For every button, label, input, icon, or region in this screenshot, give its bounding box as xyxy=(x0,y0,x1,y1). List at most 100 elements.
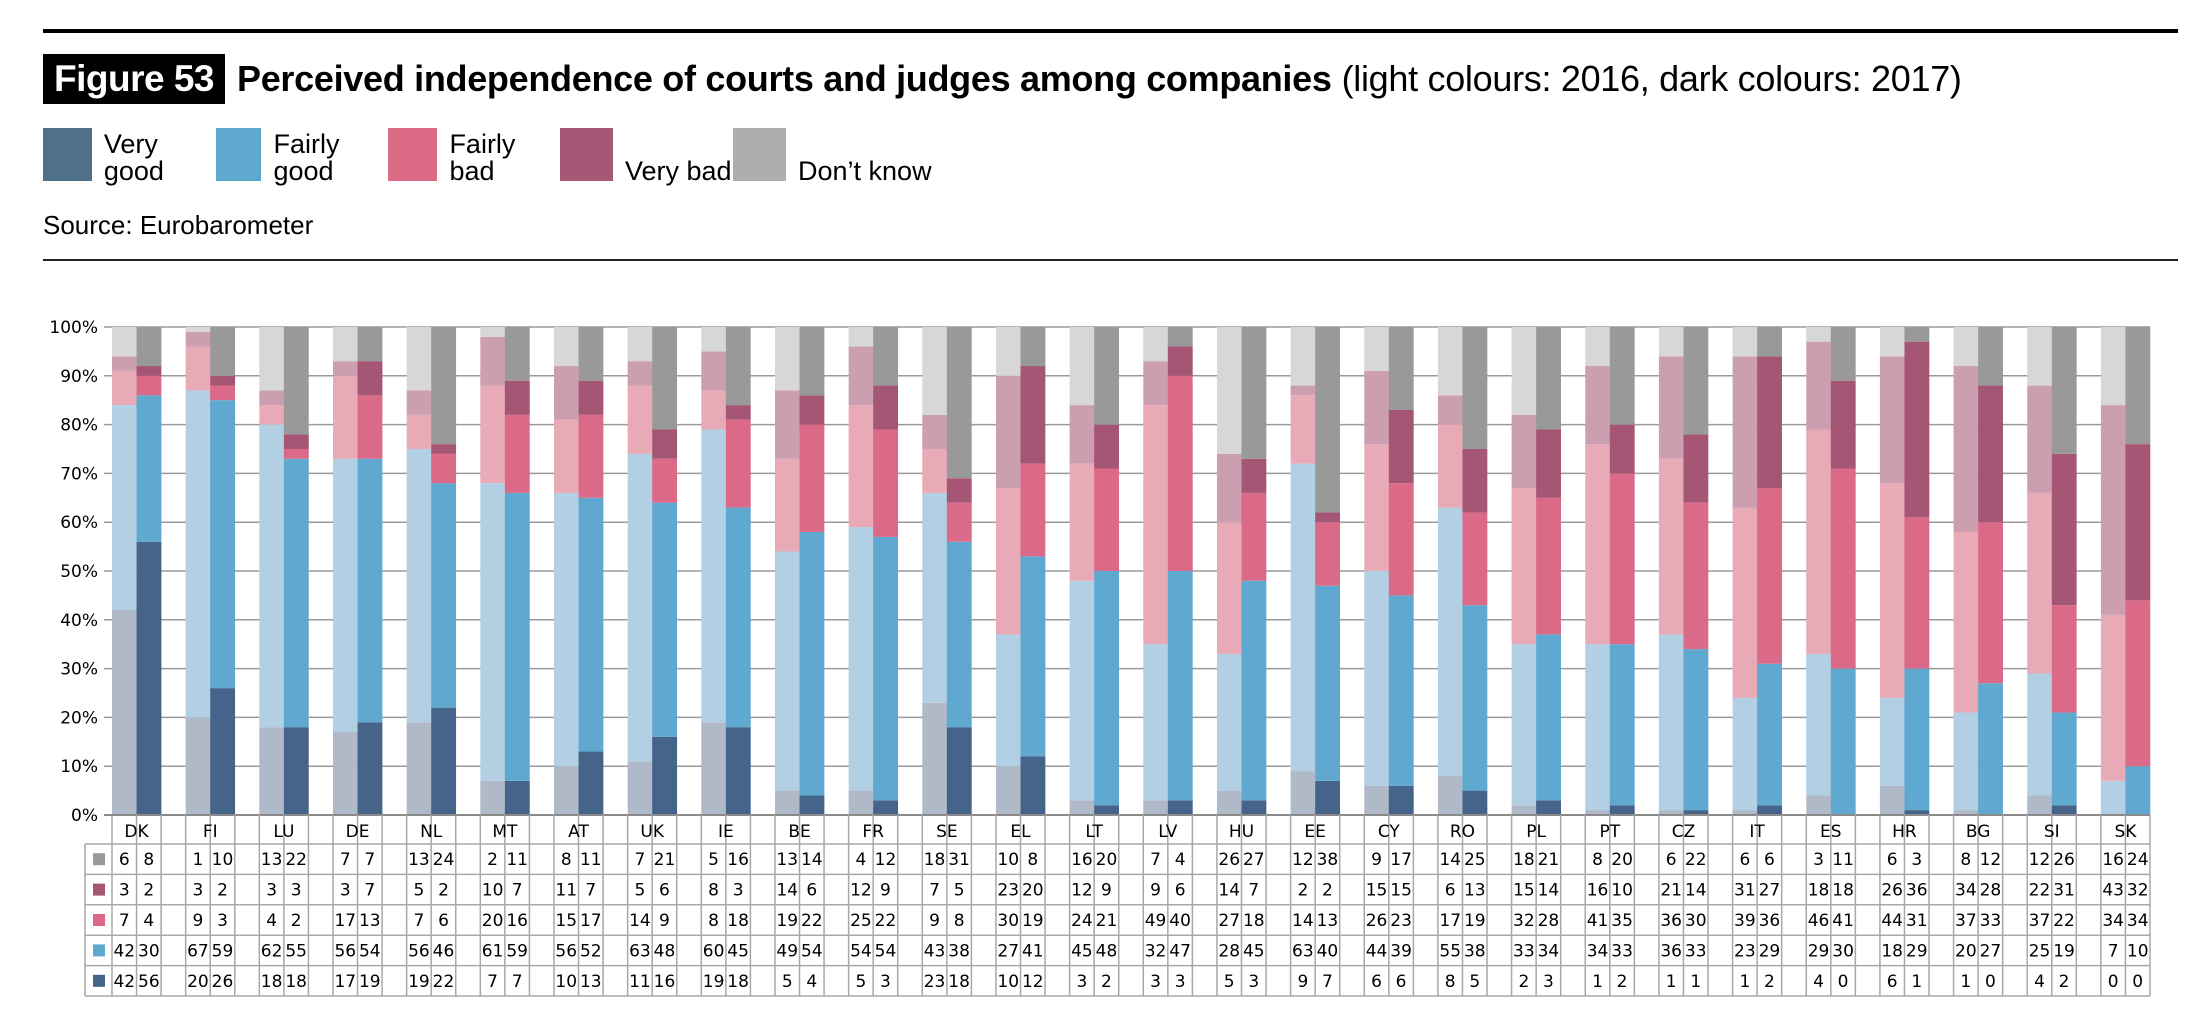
table-cell-value: 44 xyxy=(1881,911,1903,931)
table-cell-value: 9 xyxy=(1150,881,1161,901)
table-cell-value: 40 xyxy=(1317,941,1339,961)
bar-segment-very-bad xyxy=(185,331,211,347)
bar-segment-fairly-bad xyxy=(480,385,506,484)
y-tick-label: 90% xyxy=(60,367,98,387)
bar-segment-dont-know xyxy=(136,327,162,367)
table-cell-value: 12 xyxy=(850,881,872,901)
bar-segment-dont-know xyxy=(332,327,358,362)
bar-segment-fairly-good xyxy=(1388,595,1414,786)
table-cell-value: 37 xyxy=(2029,911,2051,931)
bar-segment-fairly-bad xyxy=(873,429,899,537)
table-cell-value: 43 xyxy=(924,941,946,961)
bar-segment-very-bad xyxy=(406,390,432,415)
table-cell-value: 55 xyxy=(1439,941,1461,961)
table-cell-value: 36 xyxy=(1759,911,1781,931)
x-category-label: SK xyxy=(2114,822,2137,842)
bar-segment-dont-know xyxy=(1167,327,1193,347)
bar-segment-dont-know xyxy=(112,327,137,357)
table-cell-value: 19 xyxy=(408,972,430,992)
table-cell-value: 8 xyxy=(1027,850,1038,870)
x-category-label: PL xyxy=(1526,822,1546,842)
table-cell-value: 20 xyxy=(482,911,504,931)
bar-segment-fairly-bad xyxy=(1290,395,1316,464)
bar-segment-very-bad xyxy=(652,429,678,459)
bar-segment-fairly-good xyxy=(1953,712,1979,811)
bar-segment-dont-know xyxy=(1462,327,1488,449)
table-cell-value: 1 xyxy=(1911,972,1922,992)
table-cell-value: 62 xyxy=(261,941,283,961)
bar-segment-very-good xyxy=(1953,810,1979,815)
bar-segment-very-good xyxy=(578,751,604,815)
table-cell-value: 16 xyxy=(727,850,749,870)
table-cell-value: 16 xyxy=(1587,881,1609,901)
bar-segment-very-bad xyxy=(1953,366,1979,532)
bar-segment-dont-know xyxy=(774,327,800,391)
bar-segment-very-good xyxy=(1020,756,1046,815)
table-key-fairly-good xyxy=(93,944,105,957)
table-cell-value: 5 xyxy=(635,881,646,901)
table-cell-value: 56 xyxy=(334,941,356,961)
bar-segment-very-bad xyxy=(1732,356,1758,508)
table-cell-value: 17 xyxy=(1439,911,1461,931)
table-cell-value: 34 xyxy=(1538,941,1560,961)
x-category-label: EE xyxy=(1304,822,1325,842)
table-cell-value: 3 xyxy=(291,881,302,901)
table-cell-value: 35 xyxy=(1611,911,1633,931)
table-cell-value: 26 xyxy=(1881,881,1903,901)
table-cell-value: 21 xyxy=(1538,850,1560,870)
table-cell-value: 7 xyxy=(1248,881,1259,901)
table-cell-value: 14 xyxy=(1218,881,1240,901)
table-cell-value: 46 xyxy=(1808,911,1830,931)
x-category-label: IE xyxy=(718,822,734,842)
bar-segment-fairly-good xyxy=(332,458,358,733)
x-category-label: DK xyxy=(124,822,149,842)
bar-segment-very-good xyxy=(2027,795,2053,815)
table-cell-value: 27 xyxy=(1243,850,1265,870)
bar-segment-very-good xyxy=(1585,810,1611,815)
table-cell-value: 20 xyxy=(187,972,209,992)
table-cell-value: 3 xyxy=(340,881,351,901)
bar-segment-fairly-good xyxy=(1658,634,1684,811)
legend-item-fairly-bad: Fairly bad xyxy=(388,128,560,185)
table-cell-value: 46 xyxy=(433,941,455,961)
table-cell-value: 23 xyxy=(924,972,946,992)
table-cell-value: 14 xyxy=(629,911,651,931)
bar-segment-very-good xyxy=(1683,810,1709,815)
bar-segment-fairly-bad xyxy=(1167,375,1193,571)
table-cell-value: 10 xyxy=(1611,881,1633,901)
bar-segment-very-bad xyxy=(2027,385,2053,493)
table-cell-value: 27 xyxy=(1759,881,1781,901)
table-cell-value: 27 xyxy=(997,941,1019,961)
table-key-very-bad xyxy=(93,883,105,896)
bar-segment-very-bad xyxy=(1879,356,1905,484)
x-category-label: BG xyxy=(1966,822,1991,842)
table-cell-value: 45 xyxy=(727,941,749,961)
bar-segment-dont-know xyxy=(1953,327,1979,367)
bar-segment-fairly-bad xyxy=(431,453,457,484)
chart-subtitle: (light colours: 2016, dark colours: 2017… xyxy=(1341,58,1962,99)
table-cell-value: 14 xyxy=(801,850,823,870)
bar-segment-very-good xyxy=(1437,775,1463,815)
table-cell-value: 18 xyxy=(1513,850,1535,870)
table-cell-value: 19 xyxy=(2053,941,2075,961)
table-cell-value: 2 xyxy=(1518,972,1529,992)
bar-segment-fairly-good xyxy=(873,536,899,801)
table-cell-value: 7 xyxy=(1150,850,1161,870)
bar-segment-very-good xyxy=(136,541,162,815)
bar-segment-fairly-good xyxy=(1585,644,1611,811)
table-cell-value: 7 xyxy=(340,850,351,870)
table-cell-value: 21 xyxy=(1096,911,1118,931)
bar-segment-very-good xyxy=(873,800,899,815)
figure-title-row: Figure 53 Perceived independence of cour… xyxy=(43,54,1962,104)
table-cell-value: 11 xyxy=(1832,850,1854,870)
bar-segment-dont-know xyxy=(627,327,653,362)
table-cell-value: 60 xyxy=(703,941,725,961)
table-cell-value: 2 xyxy=(1617,972,1628,992)
table-cell-value: 22 xyxy=(1685,850,1707,870)
bar-segment-fairly-good xyxy=(1143,644,1169,801)
bar-segment-very-good xyxy=(283,727,309,815)
table-cell-value: 16 xyxy=(506,911,528,931)
bar-segment-fairly-bad xyxy=(332,375,358,459)
bar-segment-dont-know xyxy=(1609,327,1635,425)
table-cell-value: 48 xyxy=(1096,941,1118,961)
